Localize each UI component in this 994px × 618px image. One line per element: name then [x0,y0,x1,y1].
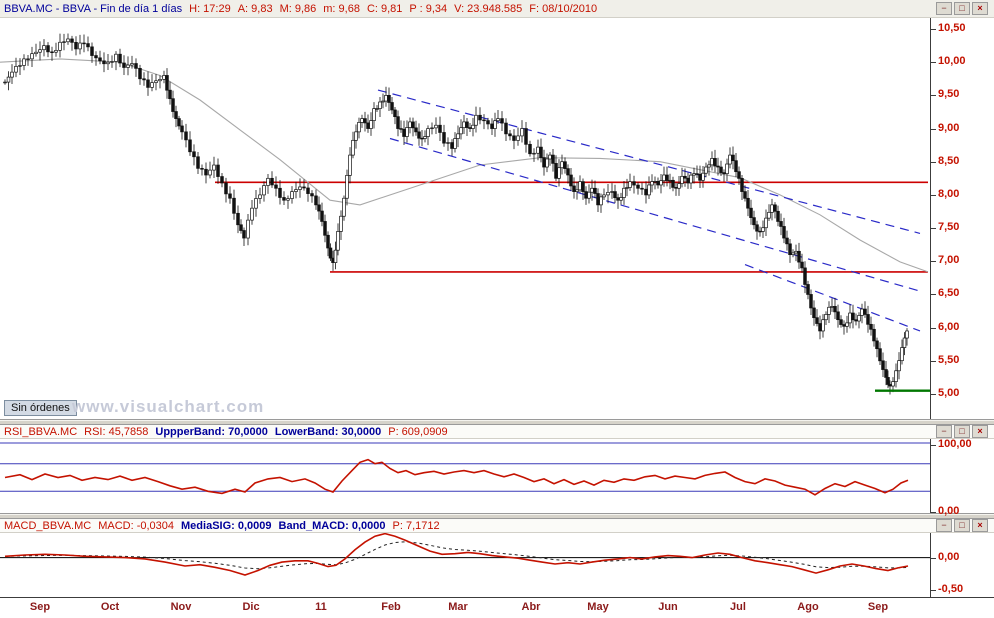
axis-tick-label: -0,50 [930,582,964,595]
macd-window-controls: − □ × [936,519,988,532]
maximize-button[interactable]: □ [954,425,970,438]
close-button[interactable]: × [972,425,988,438]
field-date: F: 08/10/2010 [529,2,598,15]
rsi-upperband: UppperBand: 70,0000 [155,425,268,438]
close-button[interactable]: × [972,2,988,15]
axis-tick-label: 100,00 [931,438,972,450]
macd-plot[interactable] [0,533,930,597]
macd-chart-row: 0,00 -0,50 [0,533,994,598]
axis-tick-label: 10,50 [931,22,966,34]
maximize-button[interactable]: □ [954,2,970,15]
month-label: Jun [658,601,678,613]
month-label: Ago [797,601,819,613]
month-label: Nov [170,601,192,613]
time-axis-row: Sep Oct Nov Dic 11 Feb Mar Abr May Jun Jul Ago Sep [0,598,994,618]
month-label: Sep [29,601,51,613]
month-label: 11 [315,601,327,613]
rsi-chart-canvas[interactable] [0,439,930,513]
macd-value: MACD: -0,0304 [98,519,175,532]
axis-tick-label: 8,00 [930,187,960,200]
field-volume: V: 23.948.585 [454,2,523,15]
month-label: Sep [867,601,889,613]
close-button[interactable]: × [972,519,988,532]
axis-tick-label: 10,00 [931,55,966,68]
rsi-chart-row: 100,00 0,00 [0,438,994,517]
axis-tick-label: 9,00 [930,121,960,134]
chart-title: BBVA.MC - BBVA - Fin de día 1 días [4,2,183,15]
time-axis[interactable]: Sep Oct Nov Dic 11 Feb Mar Abr May Jun Jul Ago Sep [0,598,930,618]
price-axis[interactable]: 10,50 10,00 9,50 9,00 8,50 8,00 7,50 7,00 6,50 6,… [930,18,994,419]
month-label: Jul [730,601,746,613]
axis-tick-label: 7,50 [930,221,960,234]
minimize-button[interactable]: − [936,519,952,532]
price-chart-canvas[interactable] [0,18,930,419]
axis-tick-label: 9,50 [930,88,960,101]
month-label: Abr [521,601,541,613]
axis-tick-label: 6,50 [930,287,960,300]
splitter-price-rsi[interactable] [0,420,994,425]
field-high: H: 17:29 [189,2,231,15]
watermark: www.visualchart.com [72,397,265,416]
macd-chart-canvas[interactable] [0,533,930,597]
price-window-controls: − □ × [936,2,988,15]
axis-tick-label: 5,50 [930,353,960,366]
month-label: Dic [242,601,260,613]
orders-status-tag[interactable]: Sin órdenes [4,400,77,416]
splitter-rsi-macd[interactable] [0,514,994,519]
axis-tick-label: 0,00 [930,550,960,563]
field-max: M: 9,86 [279,2,317,15]
macd-band: Band_MACD: 0,0000 [278,519,386,532]
maximize-button[interactable]: □ [954,519,970,532]
month-label: Oct [100,601,120,613]
axis-tick-label: 6,00 [930,320,960,333]
rsi-name: RSI_BBVA.MC [4,425,78,438]
macd-name: MACD_BBVA.MC [4,519,92,532]
axis-tick-label: 8,50 [930,154,960,167]
time-axis-corner [930,598,994,618]
axis-tick-label: 7,00 [930,254,960,267]
minimize-button[interactable]: − [936,2,952,15]
macd-period: P: 7,1712 [392,519,440,532]
macd-panel-header: MACD_BBVA.MC MACD: -0,0304 MediaSIG: 0,0… [0,519,994,533]
field-min: m: 9,68 [323,2,360,15]
macd-mediasig: MediaSIG: 0,0009 [181,519,272,532]
month-label: Mar [448,601,468,613]
price-chart-row: Sin órdenes www.visualchart.com 10,50 10,… [0,18,994,420]
macd-axis[interactable]: 0,00 -0,50 [930,533,994,597]
axis-tick-label: 0,00 [930,505,960,517]
rsi-period: P: 609,0909 [388,425,448,438]
rsi-window-controls: − □ × [936,425,988,438]
minimize-button[interactable]: − [936,425,952,438]
field-close: C: 9,81 [366,2,403,15]
rsi-axis[interactable]: 100,00 0,00 [930,438,994,517]
axis-tick-label: 5,00 [930,387,960,399]
rsi-lowerband: LowerBand: 30,0000 [274,425,382,438]
rsi-value: RSI: 45,7858 [84,425,149,438]
month-label: May [587,601,609,613]
price-panel-header: BBVA.MC - BBVA - Fin de día 1 días H: 17… [0,0,994,18]
month-label: Feb [381,601,401,613]
rsi-panel-header: RSI_BBVA.MC RSI: 45,7858 UppperBand: 70,… [0,425,994,439]
price-plot[interactable]: Sin órdenes www.visualchart.com [0,18,930,419]
field-open: A: 9,83 [237,2,273,15]
field-prev: P : 9,34 [409,2,448,15]
rsi-plot[interactable] [0,439,930,513]
